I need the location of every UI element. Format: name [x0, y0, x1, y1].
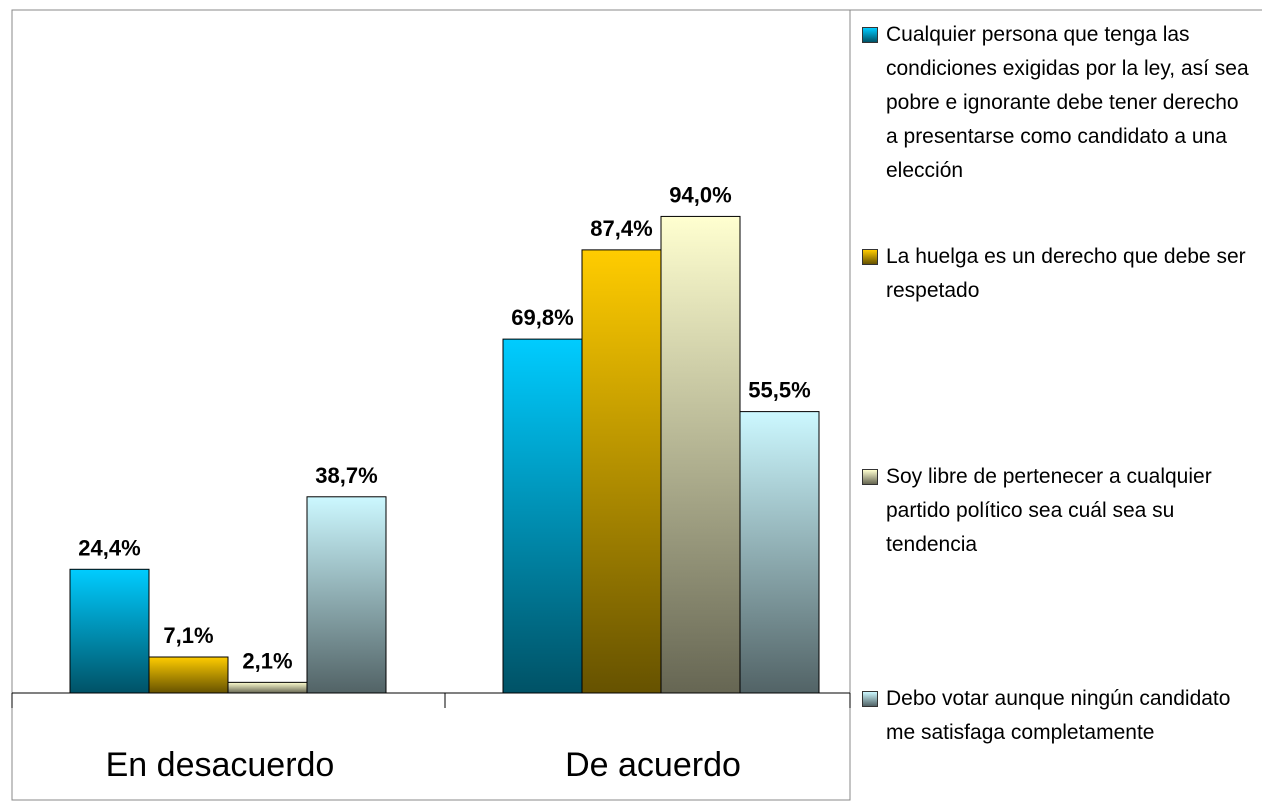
value-label: 55,5% — [748, 378, 810, 403]
plot-frame — [11, 9, 851, 801]
legend-label: La huelga es un derecho que debe ser res… — [886, 245, 1246, 302]
legend-entry: Cualquier persona que tenga las condicio… — [862, 18, 1257, 188]
legend-entry: La huelga es un derecho que debe ser res… — [862, 240, 1257, 308]
bar — [227, 681, 308, 694]
legend-label: Cualquier persona que tenga las condicio… — [886, 23, 1249, 182]
value-label: 38,7% — [315, 463, 377, 488]
legend-swatch — [862, 27, 878, 43]
value-label: 7,1% — [163, 623, 213, 648]
legend-label: Soy libre de pertenecer a cualquier part… — [886, 465, 1212, 556]
value-label: 94,0% — [669, 182, 731, 207]
legend-swatch — [862, 469, 878, 485]
value-label: 24,4% — [78, 535, 140, 560]
value-label: 87,4% — [590, 216, 652, 241]
legend-label: Debo votar aunque ningún candidato me sa… — [886, 687, 1231, 744]
bar — [660, 215, 741, 694]
bar — [69, 568, 150, 694]
legend-entry: Debo votar aunque ningún candidato me sa… — [862, 682, 1257, 750]
x-tick-label: En desacuerdo — [106, 746, 335, 784]
bar — [739, 411, 820, 694]
legend-swatch — [862, 691, 878, 707]
bar — [306, 496, 387, 694]
value-label: 2,1% — [242, 648, 292, 673]
value-label: 69,8% — [511, 305, 573, 330]
legend-entry: Soy libre de pertenecer a cualquier part… — [862, 460, 1257, 562]
bar — [581, 249, 662, 694]
bar — [502, 338, 583, 694]
legend-swatch — [862, 249, 878, 265]
bar — [148, 656, 229, 694]
x-tick-label: De acuerdo — [565, 746, 741, 784]
